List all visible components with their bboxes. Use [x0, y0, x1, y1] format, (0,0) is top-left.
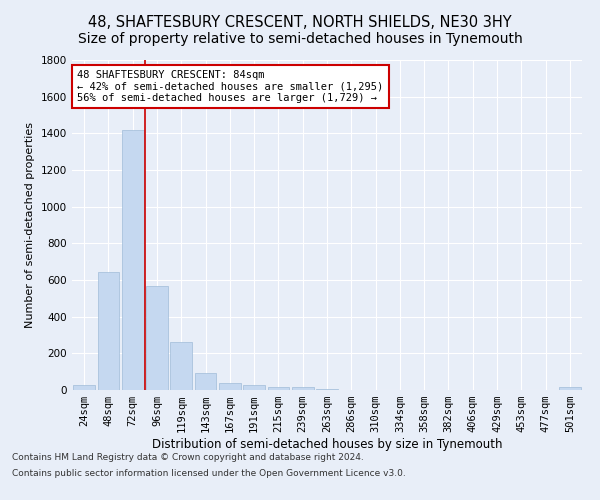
Text: 48 SHAFTESBURY CRESCENT: 84sqm
← 42% of semi-detached houses are smaller (1,295): 48 SHAFTESBURY CRESCENT: 84sqm ← 42% of …	[77, 70, 383, 103]
Bar	[219, 383, 241, 390]
Bar	[292, 386, 314, 390]
Bar	[194, 372, 217, 390]
Text: Size of property relative to semi-detached houses in Tynemouth: Size of property relative to semi-detach…	[77, 32, 523, 46]
Bar	[146, 286, 168, 390]
Bar	[559, 386, 581, 390]
Bar	[122, 130, 143, 390]
Y-axis label: Number of semi-detached properties: Number of semi-detached properties	[25, 122, 35, 328]
Bar	[170, 342, 192, 390]
Bar	[243, 386, 265, 390]
Bar	[97, 272, 119, 390]
Text: Contains HM Land Registry data © Crown copyright and database right 2024.: Contains HM Land Registry data © Crown c…	[12, 454, 364, 462]
Bar	[73, 384, 95, 390]
Bar	[316, 389, 338, 390]
Bar	[268, 386, 289, 390]
X-axis label: Distribution of semi-detached houses by size in Tynemouth: Distribution of semi-detached houses by …	[152, 438, 502, 451]
Text: Contains public sector information licensed under the Open Government Licence v3: Contains public sector information licen…	[12, 468, 406, 477]
Text: 48, SHAFTESBURY CRESCENT, NORTH SHIELDS, NE30 3HY: 48, SHAFTESBURY CRESCENT, NORTH SHIELDS,…	[88, 15, 512, 30]
